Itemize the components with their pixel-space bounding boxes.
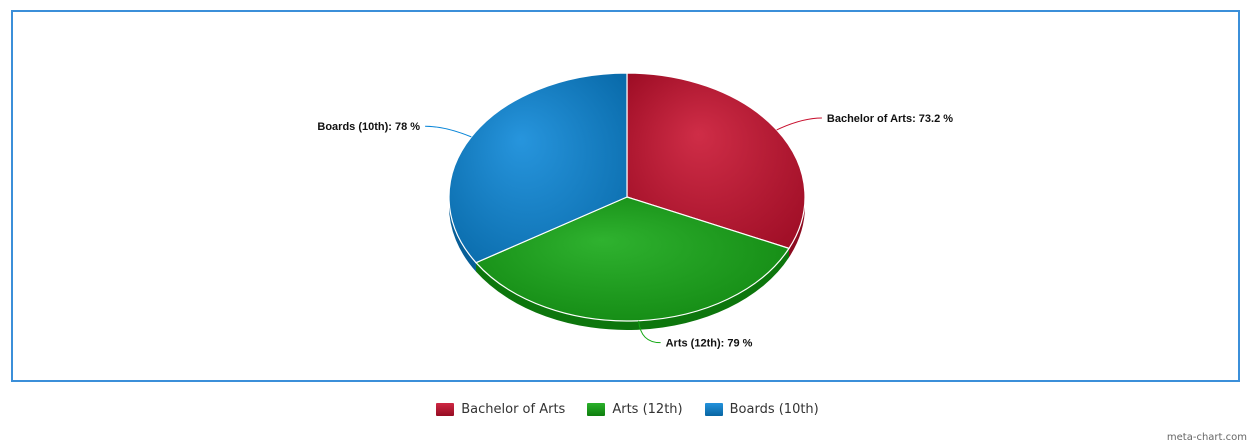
legend-label-2: Boards (10th) [729, 402, 819, 417]
watermark: meta-chart.com [1166, 432, 1247, 443]
pie-label-0: Bachelor of Arts: 73.2 % [827, 113, 953, 125]
legend-item-0[interactable]: Bachelor of Arts [436, 402, 565, 417]
legend-swatch-2 [704, 403, 723, 416]
pie-slice-1[interactable] [475, 196, 790, 322]
pie-connector-0 [776, 117, 822, 131]
legend-label-1: Arts (12th) [612, 402, 683, 417]
pie-wall-2 [449, 197, 477, 272]
pie-label-1: Arts (12th): 79 % [666, 338, 753, 350]
pie-connector-2 [425, 125, 472, 138]
pie-wall-1 [476, 248, 790, 330]
legend-swatch-1 [587, 403, 606, 416]
legend-label-0: Bachelor of Arts [461, 402, 566, 417]
pie-slice-2[interactable] [448, 72, 628, 264]
pie-connector-1 [638, 320, 661, 344]
pie-slice-0[interactable] [626, 72, 806, 250]
legend: Bachelor of Arts Arts (12th) Boards (10th) [0, 402, 1255, 417]
legend-item-2[interactable]: Boards (10th) [704, 402, 819, 417]
pie-label-2: Boards (10th): 78 % [317, 121, 420, 133]
legend-swatch-0 [436, 403, 455, 416]
legend-item-1[interactable]: Arts (12th) [587, 402, 683, 417]
